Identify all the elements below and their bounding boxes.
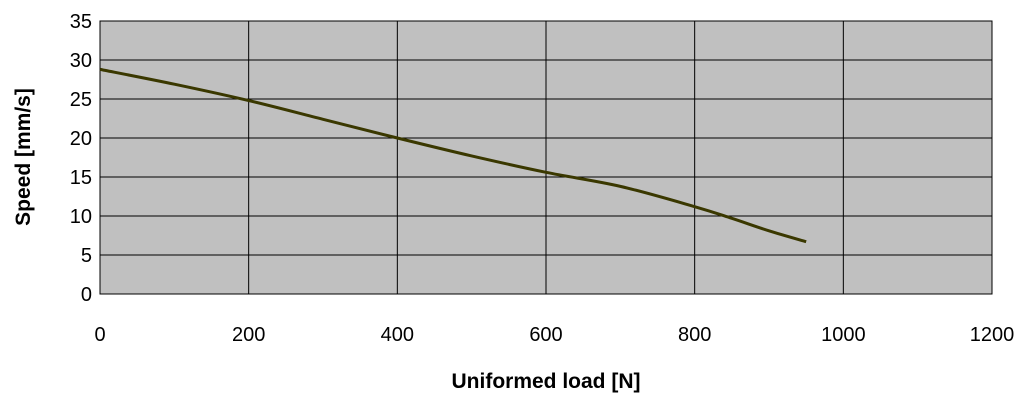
y-tick-label: 10: [70, 206, 92, 228]
x-tick-label: 1200: [970, 324, 1015, 346]
x-tick-label: 0: [94, 324, 105, 346]
y-tick-labels: 0 5 10 15 20 25 30 35: [70, 11, 92, 306]
y-tick-label: 35: [70, 11, 92, 33]
x-tick-label: 600: [529, 324, 562, 346]
x-tick-labels: 0 200 400 600 800 1000 1200: [94, 324, 1014, 346]
x-tick-label: 1000: [821, 324, 866, 346]
series-line: [99, 67, 807, 244]
series-group: [99, 67, 807, 244]
grid-lines: [99, 20, 993, 295]
y-tick-label: 20: [70, 128, 92, 150]
x-tick-label: 200: [232, 324, 265, 346]
x-axis-title: Uniformed load [N]: [452, 370, 641, 393]
y-tick-label: 15: [70, 167, 92, 189]
y-tick-label: 25: [70, 89, 92, 111]
y-tick-label: 0: [81, 284, 92, 306]
y-axis-title: Speed [mm/s]: [12, 88, 35, 226]
y-tick-label: 30: [70, 50, 92, 72]
x-tick-label: 400: [381, 324, 414, 346]
x-tick-label: 800: [678, 324, 711, 346]
y-tick-label: 5: [81, 245, 92, 267]
